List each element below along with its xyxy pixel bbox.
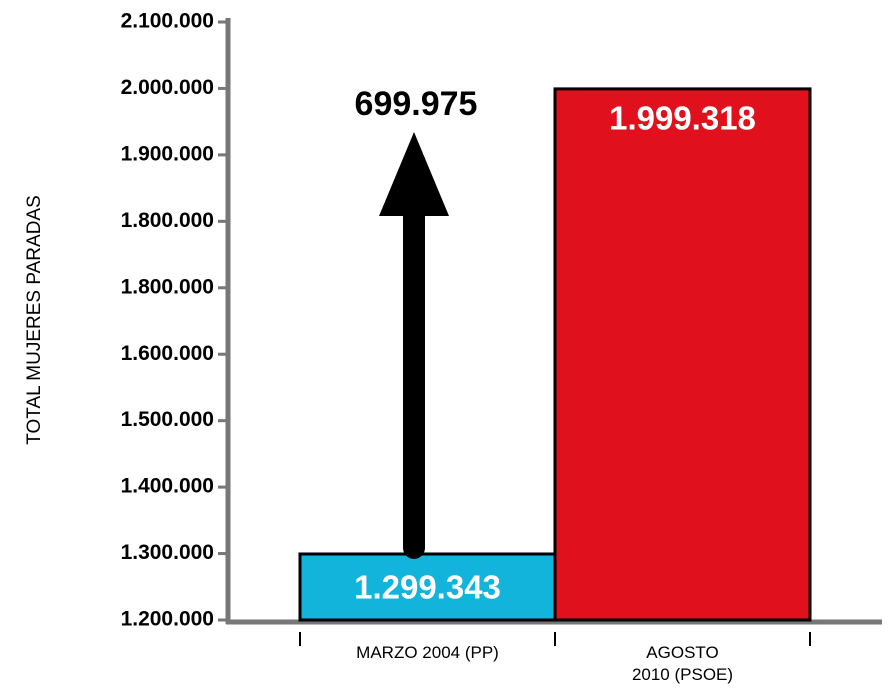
annotation: 699.975 [355,85,478,123]
y-tick-label: 1.800.000 [121,275,214,298]
y-tick-label: 1.500.000 [121,408,214,431]
y-tick-label: 1.400.000 [121,475,214,498]
y-tick-label: 2.000.000 [121,76,214,99]
value-label: 1.299.343 [354,569,501,606]
x-tick-label: AGOSTO 2010 (PSOE) [631,643,734,684]
y-tick-label: 1.900.000 [121,142,214,165]
y-tick-label: 1.800.000 [121,209,214,232]
y-tick-label: 1.300.000 [121,541,214,564]
y-tick-label: 1.200.000 [121,608,214,631]
bar [298,552,557,622]
y-axis-label: TOTAL MUJERES PARADAS [24,195,45,445]
bar [553,87,812,622]
y-tick-label: 1.600.000 [121,342,214,365]
arrow-head [379,132,449,216]
value-label: 1.999.318 [609,100,756,137]
y-tick-label: 2.100.000 [121,10,214,33]
x-tick-label: MARZO 2004 (PP) [356,643,499,662]
